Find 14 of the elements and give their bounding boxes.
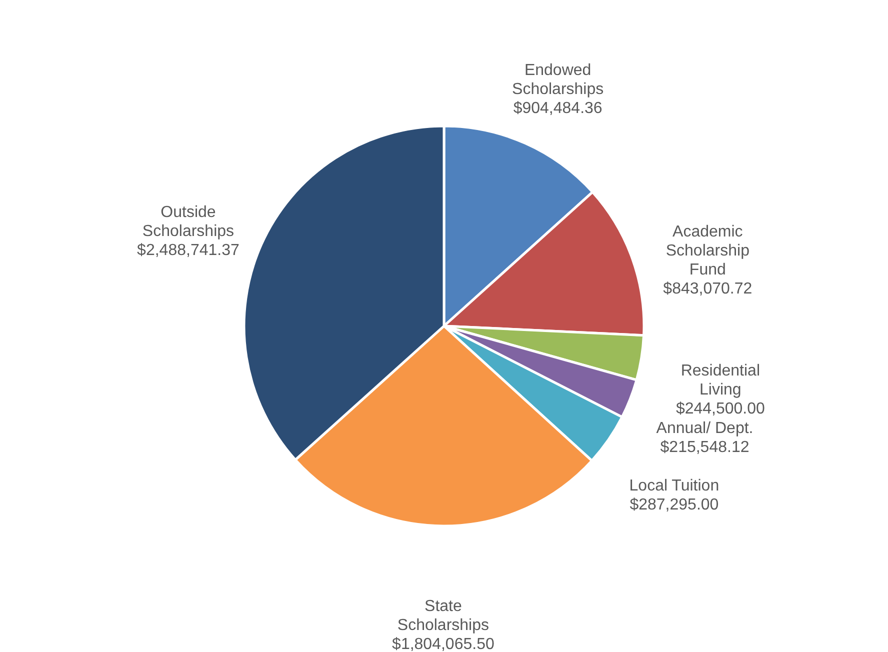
slice-label: Residential Living (680, 362, 760, 399)
slice-label: State Scholarships (397, 598, 490, 634)
data-label: $244,500.00 (676, 400, 766, 418)
data-label: $904,484.36 (513, 100, 602, 118)
data-label: $215,548.12 (660, 439, 750, 456)
slice-label: Academic Scholarship Fund (666, 224, 750, 279)
slice-label: Local Tuition (629, 477, 720, 494)
data-label: $843,070.72 (663, 280, 752, 298)
data-label: $287,295.00 (630, 496, 719, 514)
slice-label: Annual/ Dept. (656, 420, 754, 438)
data-label: $1,804,065.50 (392, 636, 494, 652)
data-label: $2,488,741.37 (137, 242, 240, 260)
slice-label: Endowed Scholarships (512, 62, 604, 98)
slice-label: Outside Scholarships (142, 204, 234, 240)
